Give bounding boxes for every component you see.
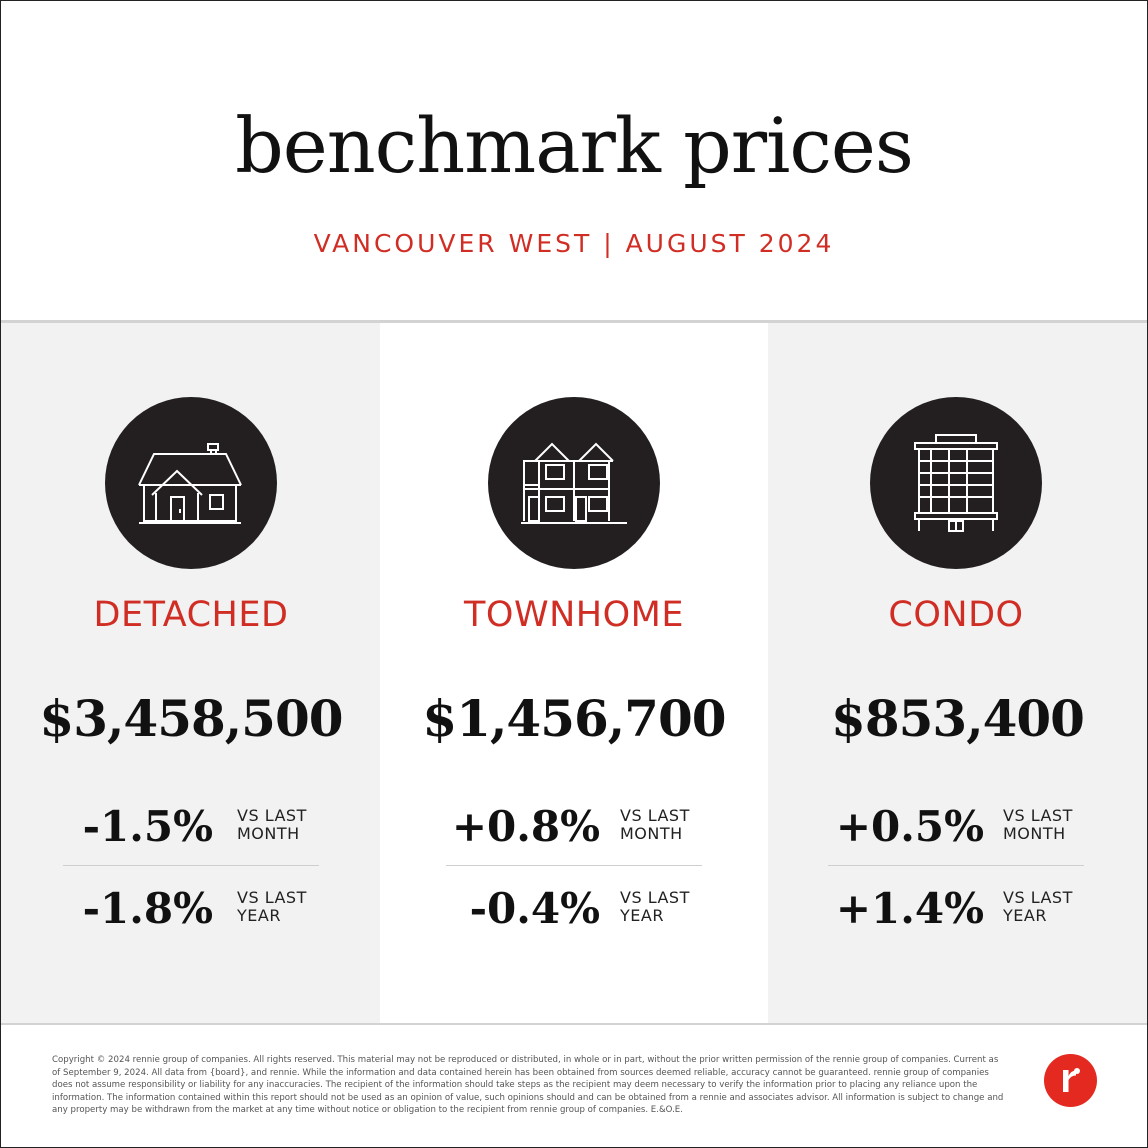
month-change-stat: +0.5% VS LAST MONTH [768, 801, 1147, 861]
year-change-label: VS LAST YEAR [620, 888, 690, 925]
month-change-stat: +0.8% VS LAST MONTH [380, 801, 768, 861]
month-change-value: -1.5% [82, 802, 213, 851]
month-change-label: VS LAST MONTH [237, 806, 307, 843]
page-subtitle: VANCOUVER WEST | AUGUST 2024 [313, 229, 835, 258]
stat-divider [446, 865, 702, 866]
year-change-value: -0.4% [469, 884, 600, 933]
year-change-stat: +1.4% VS LAST YEAR [768, 883, 1147, 943]
page-title: benchmark prices [235, 101, 914, 190]
stat-divider [828, 865, 1084, 866]
column-townhome: TOWNHOME $1,456,700 +0.8% VS LAST MONTH … [380, 323, 768, 1023]
footer: Copyright © 2024 rennie group of compani… [1, 1025, 1147, 1147]
year-change-value: +1.4% [835, 884, 984, 933]
column-detached: DETACHED $3,458,500 -1.5% VS LAST MONTH … [1, 323, 380, 1023]
disclaimer-text: Copyright © 2024 rennie group of compani… [52, 1055, 1004, 1115]
rennie-logo-icon [1044, 1054, 1097, 1107]
column-condo: CONDO $853,400 +0.5% VS LAST MONTH +1.4%… [768, 323, 1147, 1023]
townhome-icon [488, 397, 660, 569]
year-change-label: VS LAST YEAR [237, 888, 307, 925]
month-change-value: +0.8% [451, 802, 600, 851]
benchmark-price: $3,458,500 [39, 689, 343, 748]
header: benchmark prices VANCOUVER WEST | AUGUST… [1, 1, 1147, 321]
month-change-stat: -1.5% VS LAST MONTH [1, 801, 381, 861]
year-change-stat: -0.4% VS LAST YEAR [380, 883, 768, 943]
benchmark-price: $1,456,700 [422, 689, 726, 748]
month-change-value: +0.5% [835, 802, 984, 851]
header-divider [1, 320, 1147, 323]
year-change-value: -1.8% [82, 884, 213, 933]
month-change-label: VS LAST MONTH [1003, 806, 1073, 843]
month-change-label: VS LAST MONTH [620, 806, 690, 843]
type-label: TOWNHOME [464, 595, 684, 635]
stat-divider [63, 865, 319, 866]
type-label: CONDO [888, 595, 1024, 635]
footer-divider [1, 1023, 1147, 1025]
benchmark-price: $853,400 [831, 689, 1085, 748]
year-change-stat: -1.8% VS LAST YEAR [1, 883, 381, 943]
condo-building-icon [870, 397, 1042, 569]
year-change-label: VS LAST YEAR [1003, 888, 1073, 925]
detached-house-icon [105, 397, 277, 569]
type-label: DETACHED [93, 595, 289, 635]
